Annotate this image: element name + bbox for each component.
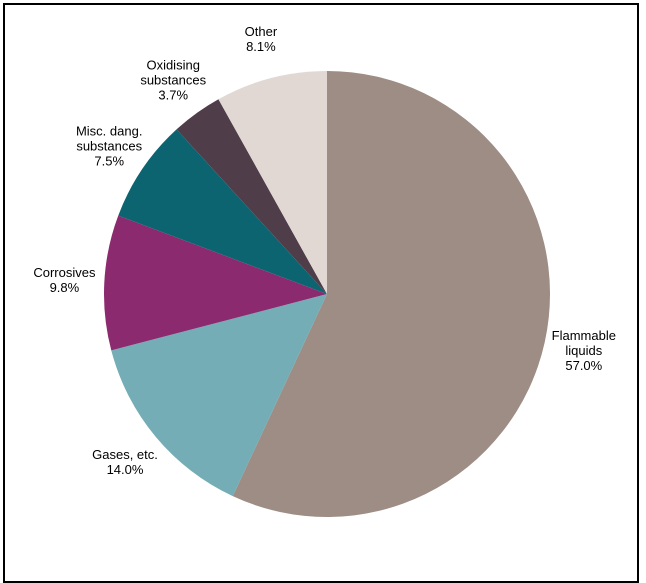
slice-name-1: Gases, etc. — [92, 447, 158, 462]
slice-value-3: 7.5% — [94, 154, 124, 169]
slice-label-3: Misc. dang. substances 7.5% — [76, 124, 143, 169]
slice-label-0: Flammable liquids 57.0% — [552, 328, 616, 373]
slice-name-0: liquids — [565, 343, 602, 358]
slice-name-2: Corrosives — [33, 265, 96, 280]
pie-slice-3 — [118, 129, 328, 294]
slice-name-4: substances — [140, 73, 206, 88]
slice-name-4: Oxidising — [146, 58, 199, 73]
pie-slice-4 — [176, 99, 327, 295]
pie-slice-0 — [232, 71, 551, 517]
slice-label-2: Corrosives 9.8% — [33, 265, 96, 295]
slice-label-1: Gases, etc. 14.0% — [92, 447, 158, 477]
slice-name-3: Misc. dang. — [76, 124, 142, 139]
slice-value-2: 9.8% — [50, 280, 80, 295]
pie-slice-5 — [218, 71, 327, 294]
slice-name-3: substances — [76, 139, 142, 154]
slice-value-1: 14.0% — [107, 462, 144, 477]
pie-slice-2 — [104, 215, 327, 351]
slice-value-0: 57.0% — [565, 358, 602, 373]
slice-name-5: Other — [245, 24, 278, 39]
pie-slice-1 — [111, 294, 327, 497]
slice-label-4: Oxidising substances 3.7% — [140, 58, 206, 103]
pie-chart: Flammable liquids 57.0% Gases, etc. 14.0% Cor… — [33, 24, 616, 517]
slice-label-5: Other 8.1% — [245, 24, 278, 54]
slice-name-0: Flammable — [552, 328, 616, 343]
chart-frame: Flammable liquids 57.0% Gases, etc. 14.0% Cor… — [3, 3, 639, 583]
slice-value-4: 3.7% — [158, 88, 188, 103]
slice-value-5: 8.1% — [246, 39, 276, 54]
